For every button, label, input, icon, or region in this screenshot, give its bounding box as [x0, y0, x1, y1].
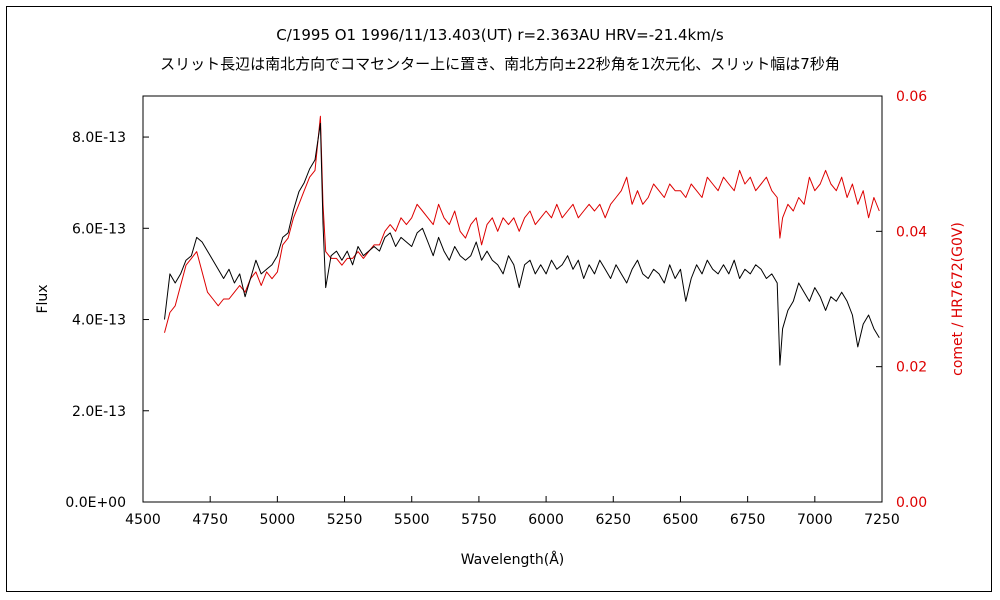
series-layer — [164, 115, 880, 366]
x-tick-label: 6000 — [528, 512, 564, 528]
x-tick-label: 6500 — [663, 512, 699, 528]
x-tick-label: 5000 — [260, 512, 296, 528]
y2-tick-label: 0.04 — [896, 224, 927, 240]
y-axis-label: Flux — [35, 284, 51, 313]
y-tick-label: 4.0E-13 — [72, 313, 126, 329]
y2-axis-label: comet / HR7672(G0V) — [950, 222, 966, 376]
chart-frame — [6, 6, 992, 592]
y-axis-left: 0.0E+00 2.0E-13 4.0E-13 6.0E-13 8.0E-13 — [65, 130, 149, 511]
x-tick-label: 4750 — [192, 512, 228, 528]
x-axis-label: Wavelength(Å) — [461, 551, 565, 568]
chart-title: C/1995 O1 1996/11/13.403(UT) r=2.363AU H… — [276, 26, 724, 44]
y-axis-right: 0.00 0.02 0.04 0.06 — [876, 89, 927, 511]
x-tick-label: 5750 — [461, 512, 497, 528]
plot-area — [142, 95, 883, 503]
y2-tick-label: 0.02 — [896, 360, 927, 376]
y2-tick-label: 0.06 — [896, 89, 927, 105]
y2-tick-label: 0.00 — [896, 495, 927, 511]
x-tick-label: 5250 — [327, 512, 363, 528]
x-tick-label: 7250 — [864, 512, 900, 528]
y-tick-label: 6.0E-13 — [72, 221, 126, 237]
x-tick-label: 6750 — [730, 512, 766, 528]
x-tick-label: 4500 — [125, 512, 161, 528]
chart-subtitle: スリット長辺は南北方向でコマセンター上に置き、南北方向±22秒角を1次元化、スリ… — [160, 55, 840, 73]
y-tick-label: 8.0E-13 — [72, 130, 126, 146]
x-tick-label: 6250 — [595, 512, 631, 528]
flux-series-line — [164, 122, 880, 366]
x-tick-label: 5500 — [394, 512, 430, 528]
y-tick-label: 0.0E+00 — [65, 495, 126, 511]
x-tick-label: 7000 — [797, 512, 833, 528]
ratio-series-line — [164, 115, 880, 333]
x-axis: 4500 4750 5000 5250 5500 5750 6000 6250 6500 6750… — [125, 496, 900, 528]
y-tick-label: 2.0E-13 — [72, 404, 126, 420]
